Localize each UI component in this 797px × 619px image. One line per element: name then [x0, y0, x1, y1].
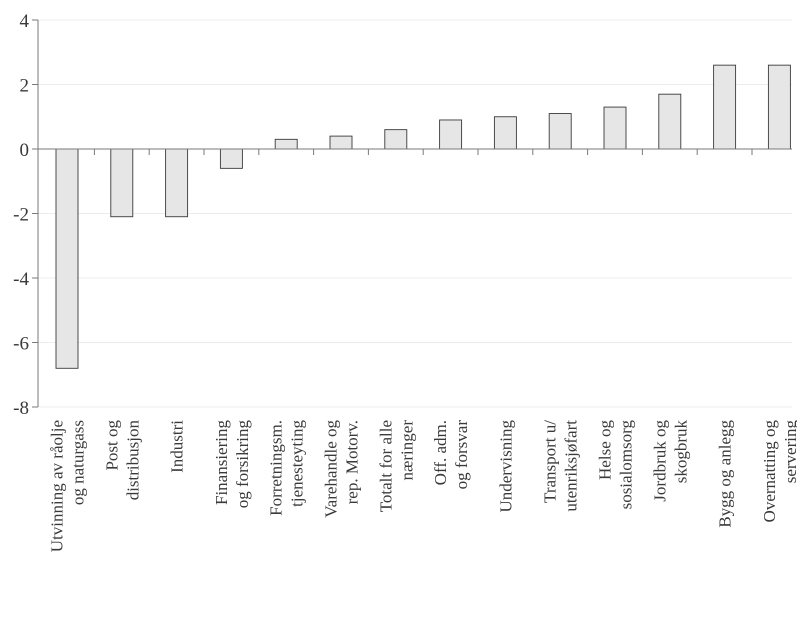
y-tick-label: -4 [13, 269, 29, 290]
y-tick-label: -8 [13, 398, 29, 419]
x-category-label-line: og forsikring [233, 420, 252, 509]
x-category-label-line: distribusjon [123, 420, 142, 501]
y-tick-label: 4 [20, 11, 30, 32]
x-category-label-line: Varehandle og [322, 420, 341, 518]
x-category-label-line: Forretningsm. [267, 420, 286, 516]
x-category-label-line: Transport u/ [541, 420, 560, 503]
x-category-label-line: Undervisning [496, 420, 515, 513]
bar [439, 119, 463, 150]
bar [493, 116, 517, 150]
y-tick-label: -2 [13, 205, 29, 226]
x-category-label-line: og naturgass [69, 420, 88, 505]
x-category-label-line: servering [781, 420, 797, 484]
x-category-label-line: Finansiering [212, 420, 231, 505]
x-category-label-line: Helse og [596, 420, 615, 480]
y-tick-labels: 4 2 0 -2 -4 -6 -8 [13, 11, 29, 419]
x-category-label: Undervisning [496, 420, 515, 513]
bar [548, 113, 572, 150]
x-category-label-line: Totalt for alle [376, 420, 395, 512]
x-category-label-line: Bygg og anlegg [716, 420, 735, 528]
x-category-label: Helse og sosialomsorg [596, 420, 636, 510]
bar [219, 148, 243, 169]
x-category-label-line: skogbruk [671, 420, 690, 484]
x-category-label-line: tjenesteyting [288, 420, 307, 507]
x-category-label-line: og forsvar [452, 420, 471, 490]
y-tick-label: 2 [20, 76, 30, 97]
x-category-label: Varehandle og rep. Motorv. [322, 420, 362, 518]
x-category-label-line: Overnatting og [760, 420, 779, 523]
axes [32, 19, 792, 408]
x-category-label: Forretningsm. tjenesteyting [267, 420, 307, 516]
y-tick-label: 0 [20, 140, 30, 161]
x-category-label: Totalt for alle næringer [376, 420, 416, 513]
bar [603, 106, 627, 150]
bar [110, 148, 134, 218]
x-category-label: Bygg og anlegg [716, 420, 735, 528]
x-category-label-line: Off. adm. [431, 420, 450, 485]
bar [55, 148, 79, 369]
bar [384, 129, 408, 150]
x-category-label-line: Industri [168, 420, 187, 473]
x-category-label: Off. adm. og forsvar [431, 420, 471, 490]
x-category-label-line: rep. Motorv. [343, 420, 362, 504]
x-category-label-line: Jordbruk og [650, 420, 669, 502]
bar [713, 64, 737, 150]
x-category-label: Industri [168, 420, 187, 473]
bar [767, 64, 791, 150]
x-category-label-line: Utvinning av råolje [48, 420, 67, 552]
bar [658, 93, 682, 150]
x-category-label: Post og distribusjon [102, 420, 142, 501]
x-category-label-line: Post og [102, 420, 121, 471]
bar [329, 135, 353, 150]
x-category-label: Transport u/utenriksjøfart [541, 420, 581, 512]
bars [55, 64, 791, 369]
bar [274, 138, 298, 150]
gridlines [38, 19, 792, 408]
x-category-label: Utvinning av råolje og naturgass [48, 420, 88, 552]
bar [165, 148, 189, 218]
x-category-label: Overnatting og servering [760, 420, 797, 523]
x-category-label-line: næringer [397, 420, 416, 481]
x-category-label-line: sosialomsorg [617, 420, 636, 510]
x-category-labels: Utvinning av råolje og naturgass Post og di… [48, 420, 797, 553]
x-category-label: Jordbruk og skogbruk [650, 420, 690, 502]
y-tick-label: -6 [13, 334, 29, 355]
x-category-label-line: utenriksjøfart [562, 420, 581, 512]
x-category-label: Finansiering og forsikring [212, 420, 252, 509]
